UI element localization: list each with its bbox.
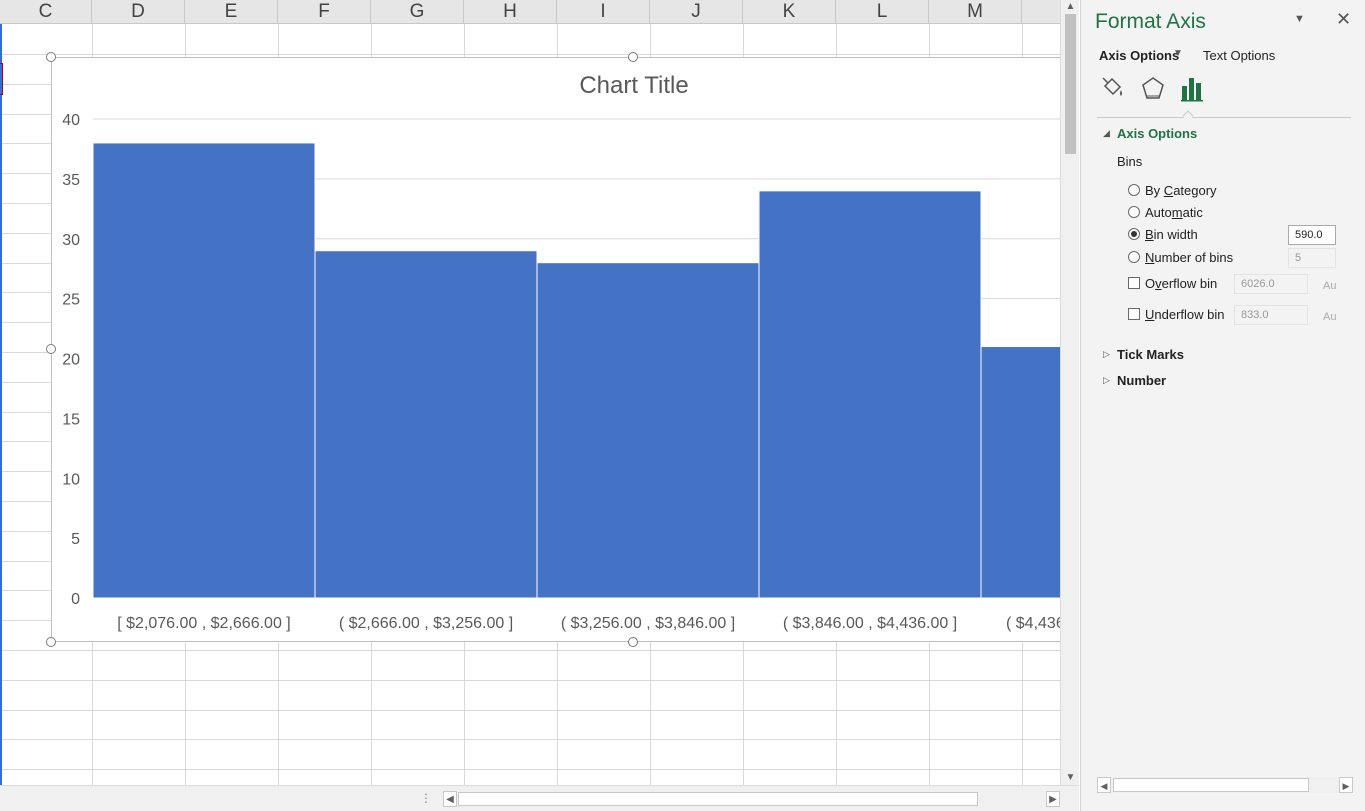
section-axis-options[interactable]: Axis Options [1117, 126, 1198, 141]
histogram-bar [314, 250, 538, 599]
bins-label: Bins [1117, 154, 1143, 169]
expand-triangle-icon[interactable]: ▷ [1103, 349, 1110, 359]
histogram-bar [92, 142, 316, 599]
resize-handle-top-left[interactable] [46, 52, 56, 62]
by-category-label[interactable]: By Category [1145, 183, 1217, 198]
column-header-c[interactable]: C [0, 0, 92, 24]
grid-line [0, 769, 1060, 770]
column-header-j[interactable]: J [650, 0, 743, 24]
horizontal-scroll-thumb[interactable] [458, 792, 978, 806]
y-tick-label: 25 [62, 292, 80, 309]
histogram-bar [758, 190, 982, 599]
underflow-bin-checkbox[interactable] [1128, 308, 1140, 320]
bin-width-radio[interactable] [1128, 228, 1140, 240]
chart-title[interactable]: Chart Title [579, 72, 688, 99]
column-header-g[interactable]: G [371, 0, 464, 24]
column-header-d[interactable]: D [92, 0, 185, 24]
horizontal-scrollbar[interactable]: ⋮ ◀ ▶ [0, 785, 1079, 811]
grid-line [0, 680, 1060, 681]
vertical-scrollbar[interactable]: ▲ ▼ [1060, 0, 1079, 785]
underflow-bin-input[interactable]: 833.0 [1234, 305, 1308, 325]
automatic-label[interactable]: Automatic [1145, 205, 1203, 220]
scroll-left-icon[interactable]: ◀ [1097, 777, 1111, 793]
grid-line [0, 650, 1060, 651]
close-icon[interactable]: ✕ [1336, 9, 1352, 29]
overflow-bin-label[interactable]: Overflow bin [1145, 276, 1218, 291]
underflow-auto-button[interactable]: Au [1323, 311, 1337, 323]
bin-width-label[interactable]: Bin width [1145, 227, 1198, 242]
grid-line [0, 739, 1060, 740]
scroll-right-icon[interactable]: ▶ [1339, 777, 1353, 793]
vertical-scroll-thumb[interactable] [1065, 14, 1076, 154]
y-tick-label: 30 [62, 232, 80, 249]
scroll-right-icon[interactable]: ▶ [1046, 791, 1060, 807]
worksheet[interactable]: C D E F G H I J K L M Chart Title 0 5 10 15 2… [0, 0, 1060, 785]
x-category-label: ( $3,256.00 , $3,846.00 ] [561, 615, 735, 632]
fill-line-icon[interactable] [1099, 74, 1127, 104]
grid-line [0, 54, 1060, 55]
histogram-bar [980, 346, 1060, 599]
pane-options-chevron-icon[interactable]: ▼ [1294, 13, 1305, 25]
tab-text-options[interactable]: Text Options [1203, 48, 1276, 63]
overflow-auto-button[interactable]: Au [1323, 280, 1337, 292]
bin-width-input[interactable]: 590.0 [1288, 225, 1336, 245]
y-tick-label: 20 [62, 352, 80, 369]
x-category-label: ( $3,846.00 , $4,436.00 ] [783, 615, 957, 632]
split-handle-icon[interactable]: ⋮ [420, 791, 432, 805]
resize-handle-bottom[interactable] [628, 637, 638, 647]
number-of-bins-radio[interactable] [1128, 251, 1140, 263]
scroll-left-icon[interactable]: ◀ [443, 791, 457, 807]
histogram-chart[interactable]: Chart Title 0 5 10 15 20 25 30 35 40 [ $2,076.00 ,… [51, 57, 1060, 642]
resize-handle-top[interactable] [628, 52, 638, 62]
pane-horizontal-scrollbar[interactable]: ◀ ▶ [1097, 777, 1353, 793]
x-category-label: ( $2,666.00 , $3,256.00 ] [339, 615, 513, 632]
by-category-radio[interactable] [1128, 184, 1140, 196]
underflow-bin-label[interactable]: Underflow bin [1145, 307, 1225, 322]
chart-plot: Chart Title 0 5 10 15 20 25 30 35 40 [ $2,076.00 ,… [62, 72, 1060, 632]
icon-tab-divider [1097, 117, 1351, 118]
number-of-bins-input[interactable]: 5 [1288, 248, 1336, 268]
column-header-m[interactable]: M [929, 0, 1022, 24]
y-tick-label: 35 [62, 172, 80, 189]
active-cell-marker [0, 63, 3, 95]
overflow-bin-checkbox[interactable] [1128, 277, 1140, 289]
histogram-bar [536, 262, 760, 599]
column-header-k[interactable]: K [743, 0, 836, 24]
pane-title: Format Axis [1095, 10, 1206, 33]
number-of-bins-label[interactable]: Number of bins [1145, 250, 1234, 265]
column-header-row: C D E F G H I J K L M [0, 0, 1060, 24]
expand-triangle-icon[interactable]: ▷ [1103, 375, 1110, 385]
section-tick-marks[interactable]: Tick Marks [1117, 347, 1184, 362]
pane-scroll-thumb[interactable] [1113, 778, 1309, 792]
column-header-l[interactable]: L [836, 0, 929, 24]
scroll-up-icon[interactable]: ▲ [1065, 1, 1076, 12]
section-number[interactable]: Number [1117, 373, 1167, 388]
collapse-triangle-icon[interactable]: ◢ [1103, 128, 1110, 138]
selection-edge [0, 24, 2, 785]
y-tick-label: 5 [71, 531, 80, 548]
y-tick-label: 40 [62, 112, 80, 129]
x-category-label: [ $2,076.00 , $2,666.00 ] [117, 615, 290, 632]
tab-axis-options[interactable]: Axis Options [1099, 48, 1180, 63]
x-category-label: ( $4,436 [1006, 615, 1060, 632]
y-tick-label: 10 [62, 471, 80, 488]
resize-handle-bottom-left[interactable] [46, 637, 56, 647]
y-tick-label: 15 [62, 411, 80, 428]
scroll-down-icon[interactable]: ▼ [1065, 772, 1076, 783]
chevron-down-icon[interactable]: ▼ [1173, 48, 1183, 59]
y-tick-label: 0 [71, 591, 80, 608]
effects-icon[interactable] [1139, 74, 1167, 104]
selected-icon-indicator [1182, 110, 1194, 122]
resize-handle-left[interactable] [46, 344, 56, 354]
column-header-h[interactable]: H [464, 0, 557, 24]
format-axis-pane: Format Axis ▼ ✕ Axis Options ▼ Text Opti… [1080, 0, 1365, 811]
grid-line [0, 710, 1060, 711]
column-header-e[interactable]: E [185, 0, 278, 24]
overflow-bin-input[interactable]: 6026.0 [1234, 274, 1308, 294]
axis-options-icon[interactable] [1178, 74, 1206, 104]
column-header-i[interactable]: I [557, 0, 650, 24]
column-header-f[interactable]: F [278, 0, 371, 24]
automatic-radio[interactable] [1128, 206, 1140, 218]
